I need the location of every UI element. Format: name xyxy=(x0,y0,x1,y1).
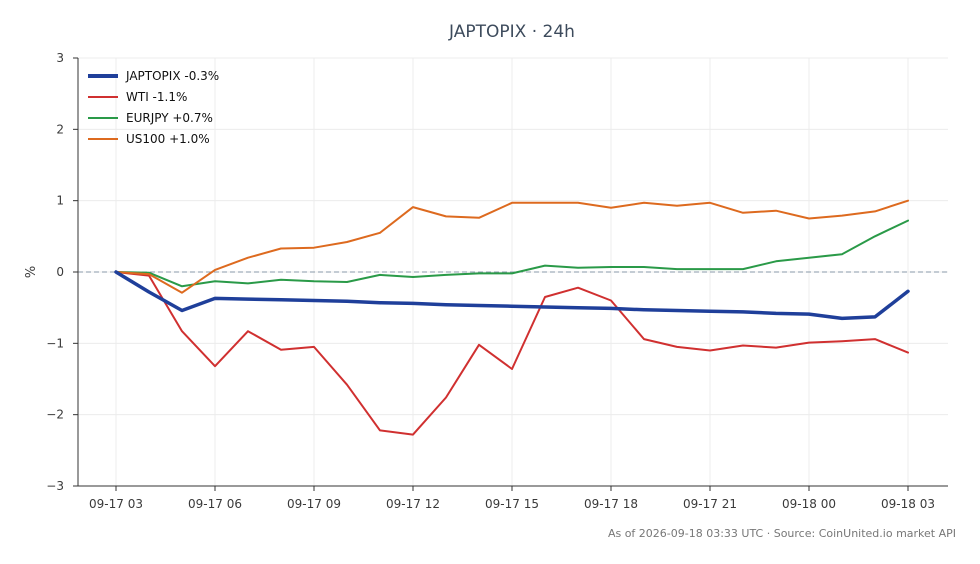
x-tick-label: 09-18 03 xyxy=(881,497,935,511)
series-lines xyxy=(114,199,910,436)
x-tick-label: 09-17 12 xyxy=(386,497,440,511)
series-line-wti xyxy=(115,271,909,436)
legend-label: JAPTOPIX -0.3% xyxy=(125,69,219,83)
x-tick-label: 09-17 21 xyxy=(683,497,737,511)
x-tick-label: 09-17 06 xyxy=(188,497,242,511)
y-tick-label: 3 xyxy=(56,51,64,65)
x-tick-label: 09-18 00 xyxy=(782,497,836,511)
legend: JAPTOPIX -0.3% WTI -1.1% EURJPY +0.7% US100… xyxy=(88,69,219,146)
x-tick-label: 09-17 03 xyxy=(89,497,143,511)
x-ticks: 09-17 03 09-17 06 09-17 09 09-17 12 09-17 15… xyxy=(89,486,935,511)
series-line-japtopix xyxy=(114,270,910,321)
y-axis-label: % xyxy=(24,266,39,278)
y-tick-label: −2 xyxy=(46,408,64,422)
grid xyxy=(78,57,948,487)
series-line-us100 xyxy=(115,199,909,294)
footer-source: As of 2026-09-18 03:33 UTC · Source: Coi… xyxy=(608,527,956,540)
x-tick-label: 09-17 18 xyxy=(584,497,638,511)
y-tick-label: 0 xyxy=(56,265,64,279)
chart-title: JAPTOPIX · 24h xyxy=(448,22,575,42)
x-tick-label: 09-17 15 xyxy=(485,497,539,511)
x-tick-label: 09-17 09 xyxy=(287,497,341,511)
series-line-eurjpy xyxy=(115,219,909,288)
y-tick-label: 1 xyxy=(56,194,64,208)
legend-label: EURJPY +0.7% xyxy=(126,111,213,125)
y-tick-label: 2 xyxy=(56,122,64,136)
y-tick-label: −1 xyxy=(46,336,64,350)
y-ticks: −3 −2 −1 0 1 2 3 xyxy=(46,51,78,493)
y-tick-label: −3 xyxy=(46,479,64,493)
legend-label: WTI -1.1% xyxy=(126,90,187,104)
legend-label: US100 +1.0% xyxy=(126,132,210,146)
